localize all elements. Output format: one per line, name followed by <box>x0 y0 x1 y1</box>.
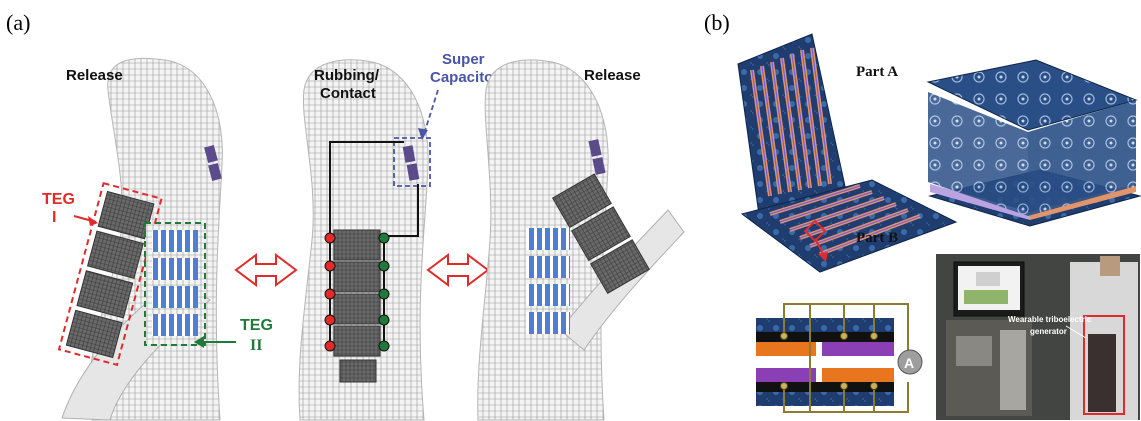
rubbing-label-1: Rubbing/ <box>314 67 380 84</box>
panel-a-label: (a) <box>6 10 31 35</box>
demo-photo: Wearable triboelectric generator <box>936 254 1140 420</box>
photo-caption-1: Wearable triboelectric <box>1008 315 1092 324</box>
part-a-label: Part A <box>856 64 898 80</box>
release-right-label: Release <box>584 67 641 84</box>
double-arrow-right <box>426 253 490 287</box>
panel-a-diagram: TEG I TEG II Release Super Capacitor <box>42 51 685 421</box>
panel-b-diagram: Part A Part B <box>737 33 1141 420</box>
release-left-label: Release <box>66 67 123 84</box>
teg-ii-stripes <box>144 222 206 346</box>
teg-ii-label-2: II <box>250 337 262 354</box>
shoulder-device-middle <box>402 145 416 163</box>
part-b-sheet <box>740 179 958 273</box>
device-highlight-box <box>1083 315 1125 415</box>
ammeter-label: A <box>904 355 914 371</box>
right-arm-stripes <box>526 228 570 334</box>
super-capacitor-outline <box>393 137 431 187</box>
super-capacitor-label-2: Capacitor <box>430 69 499 86</box>
shoulder-device-right <box>588 139 602 157</box>
rubbing-label-2: Contact <box>320 85 376 102</box>
ammeter-symbol <box>897 349 923 375</box>
teg-ii-outline <box>144 222 206 346</box>
teg-i-blocks <box>57 181 163 367</box>
part-b-label: Part B <box>856 230 898 246</box>
part-a-sheet <box>737 33 849 223</box>
photo-caption-2: generator <box>1030 327 1067 336</box>
panel-b-label: (b) <box>704 10 730 35</box>
right-arm-blocks <box>551 173 650 294</box>
teg-i-outline <box>57 181 163 367</box>
teg-ii-label-1: TEG <box>240 317 273 334</box>
shoulder-device-left <box>204 144 222 182</box>
part-b-zoom-marker <box>803 219 827 243</box>
electrode-nodes <box>324 232 390 352</box>
triboelectric-device <box>1088 334 1116 412</box>
super-capacitor-arrow <box>423 89 439 135</box>
double-arrow-left <box>234 253 298 287</box>
middle-blocks <box>333 229 381 383</box>
teg-i-label-2: I <box>52 209 56 226</box>
assembled-sheets <box>926 59 1141 227</box>
super-capacitor-label-1: Super <box>442 51 485 68</box>
teg-i-label-1: TEG <box>42 191 75 208</box>
circuit-schematic: A <box>756 303 923 413</box>
